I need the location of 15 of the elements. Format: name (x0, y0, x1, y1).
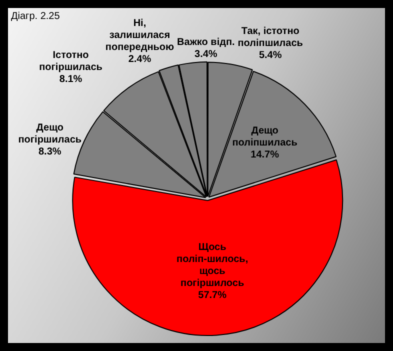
slice-label: Щось поліп-шилось, щось погіршилось (176, 242, 248, 290)
chart-title: Діагр. 2.25 (11, 10, 60, 22)
data-label: 8.1% (59, 74, 82, 86)
data-label: 3.4% (194, 49, 218, 60)
data-label: 5.4% (258, 50, 282, 62)
data-label: 14.7% (250, 150, 280, 161)
slice-label: Ні, залишилася попередньою (105, 18, 174, 54)
data-label: 2.4% (128, 54, 152, 66)
slice-label: Важко відп. (177, 37, 235, 48)
slice-label: Істотно погіршилась (39, 50, 102, 74)
data-label: 57.7% (198, 290, 227, 302)
slice-label: Так, істотно поліпшилась (238, 26, 303, 50)
slice-label: Дещо поліпшилась (232, 126, 298, 149)
data-label: 8.3% (38, 146, 62, 158)
slice-label: Дещо погіршилась (18, 122, 82, 146)
